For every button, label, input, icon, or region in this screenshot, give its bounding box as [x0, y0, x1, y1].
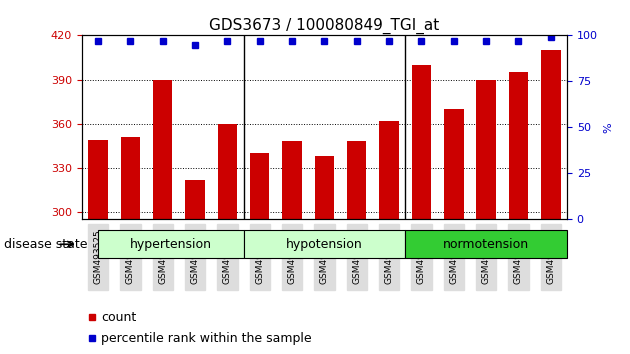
- Bar: [476, 80, 496, 219]
- Text: count: count: [101, 311, 137, 324]
- Y-axis label: %: %: [604, 122, 613, 133]
- Bar: [282, 142, 302, 219]
- FancyBboxPatch shape: [405, 230, 567, 258]
- Bar: [379, 121, 399, 219]
- Bar: [347, 142, 367, 219]
- Bar: [218, 124, 237, 219]
- Bar: [412, 65, 431, 219]
- Bar: [315, 156, 334, 219]
- Title: GDS3673 / 100080849_TGI_at: GDS3673 / 100080849_TGI_at: [209, 18, 440, 34]
- FancyBboxPatch shape: [244, 230, 405, 258]
- Text: percentile rank within the sample: percentile rank within the sample: [101, 332, 312, 345]
- Text: disease state: disease state: [4, 238, 88, 251]
- FancyBboxPatch shape: [98, 230, 244, 258]
- Bar: [121, 137, 140, 219]
- Bar: [153, 80, 173, 219]
- Bar: [250, 153, 270, 219]
- Bar: [509, 72, 528, 219]
- Text: hypertension: hypertension: [130, 238, 212, 251]
- Bar: [185, 180, 205, 219]
- Text: hypotension: hypotension: [286, 238, 363, 251]
- Text: normotension: normotension: [443, 238, 529, 251]
- Bar: [541, 50, 561, 219]
- Bar: [88, 140, 108, 219]
- Bar: [444, 109, 464, 219]
